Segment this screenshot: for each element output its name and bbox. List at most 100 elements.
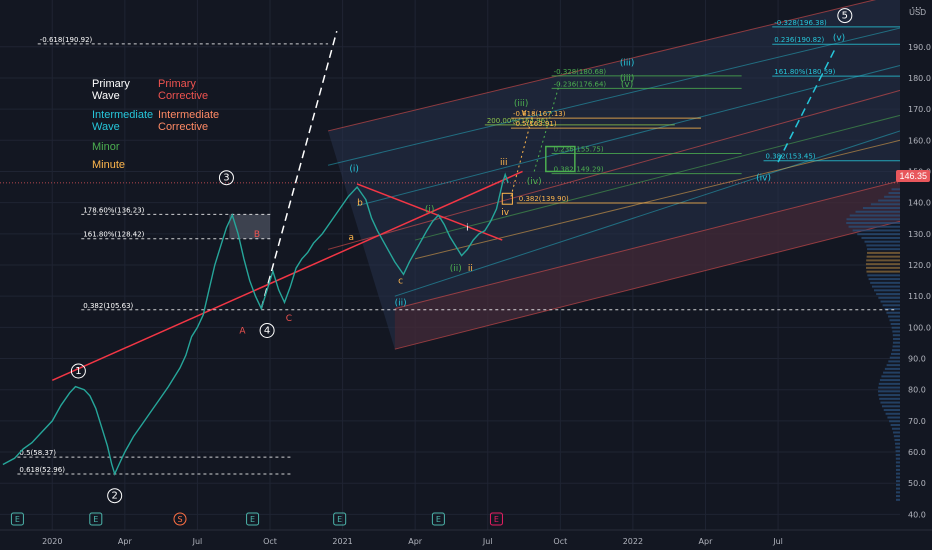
support-trendline: [51, 170, 523, 382]
volume-bar: [865, 263, 900, 266]
y-axis[interactable]: 40.0 50.0 60.0 70.0 80.0 90.0 100.0 110.0 120.0 1…: [900, 0, 932, 550]
y-tick-label: 120.0: [908, 261, 931, 270]
volume-bar: [892, 341, 900, 344]
volume-bar: [846, 221, 900, 224]
volume-bar: [891, 349, 900, 352]
event-marker: [173, 512, 187, 526]
projection-line: [260, 30, 338, 309]
volume-bar: [886, 364, 900, 367]
wave-circle: [259, 322, 275, 338]
volume-bar: [866, 266, 900, 269]
volume-bar: [852, 229, 900, 232]
wave-label: 3: [223, 173, 229, 184]
fib-label: -0.328(180.68): [554, 68, 607, 76]
y-tick-label: 190.0: [908, 43, 931, 52]
y-tick-label: 140.0: [908, 199, 931, 208]
wave-label: ii: [468, 264, 473, 274]
wave-label: 4: [264, 325, 270, 336]
volume-bar: [895, 483, 900, 486]
volume-bar: [867, 274, 900, 277]
price-series[interactable]: [0, 172, 900, 476]
volume-bar: [846, 218, 900, 221]
resistance-trendline: [356, 183, 503, 241]
volume-bar: [894, 438, 900, 441]
volume-bar: [866, 259, 900, 262]
volume-bar: [891, 188, 900, 191]
wave-label: b: [357, 199, 363, 209]
legend-intermediate-corrective: Intermediate Corrective: [158, 109, 220, 133]
legend-intermediate-wave: Intermediate Wave: [92, 109, 154, 133]
wave-label: 5: [842, 11, 848, 22]
volume-bar: [881, 375, 900, 378]
wave-label: (iv): [527, 177, 542, 187]
volume-bar: [884, 367, 900, 370]
volume-bar: [870, 281, 900, 284]
volume-bar: [874, 289, 900, 292]
volume-bar: [878, 296, 900, 299]
channel-fill-lower: [394, 180, 900, 350]
volume-bar: [891, 326, 900, 329]
fib-label: 178.60%(136.23): [83, 206, 144, 214]
more-options-icon[interactable]: ⋯: [911, 2, 922, 14]
fib-label: 161.80%(180.59): [774, 68, 835, 76]
fib-label: -0.618(167.13): [513, 110, 566, 118]
x-tick-label: Apr: [699, 537, 714, 546]
wave-label: a: [349, 233, 355, 243]
volume-bar: [889, 319, 900, 322]
volume-bar: [895, 465, 900, 468]
fib-label: 0.5(58.37): [19, 449, 56, 457]
wave-label: (v): [621, 80, 633, 90]
wave-label: iv: [501, 208, 510, 218]
volume-bar: [895, 450, 900, 453]
last-price-tag: 146.35: [896, 170, 930, 182]
wave-label: v: [521, 108, 527, 118]
volume-bar: [848, 225, 900, 228]
y-tick-label: 110.0: [908, 292, 931, 301]
channel-line: [394, 180, 901, 310]
channel-line: [415, 114, 901, 241]
volume-bar: [888, 192, 900, 195]
wave-circle: [837, 8, 853, 24]
channel-line: [327, 89, 901, 250]
wave-circle: [218, 170, 234, 186]
volume-bar: [892, 334, 900, 337]
volume-bar: [890, 424, 900, 426]
wave-label: (ii): [395, 298, 407, 308]
x-tick-label: Jul: [772, 537, 783, 546]
wave-label: c: [398, 277, 403, 287]
volume-bar: [895, 468, 900, 471]
x-tick-label: Oct: [553, 537, 567, 546]
volume-bar: [895, 495, 900, 498]
channel-line: [415, 139, 901, 260]
volume-bar: [888, 315, 900, 318]
volume-bar: [892, 345, 900, 348]
event-label: E: [436, 515, 441, 524]
fibonacci-levels: -0.618(190.92) 178.60%(136.23) 161.80%(128…: [17, 19, 900, 475]
channel-line: [356, 64, 901, 207]
event-marker: [246, 512, 260, 526]
volume-bar: [849, 214, 900, 217]
wave-label: (ii): [450, 264, 462, 274]
y-tick-label: 80.0: [908, 386, 926, 395]
volume-bar: [893, 435, 900, 438]
event-label: S: [177, 515, 182, 524]
x-tick-label: 2021: [332, 537, 352, 546]
volume-bar: [866, 270, 900, 273]
fib-label: 0.236(155.75): [554, 146, 604, 154]
volume-bar: [879, 379, 900, 382]
x-axis[interactable]: 2020 Apr Jul Oct 2021 Apr Jul Oct 2022 Apr Jul: [0, 529, 932, 550]
volume-bar: [895, 498, 900, 501]
wave-label: 1: [75, 366, 81, 377]
y-tick-label: 90.0: [908, 355, 926, 364]
price-line: [2, 172, 509, 476]
volume-bar: [886, 311, 900, 314]
volume-bar: [888, 360, 900, 363]
trend-channels: [229, 0, 901, 350]
y-tick-label: 160.0: [908, 136, 931, 145]
volume-bar: [895, 457, 900, 460]
y-tick-label: 60.0: [908, 448, 926, 457]
volume-bar: [894, 442, 900, 445]
volume-bar: [867, 248, 900, 251]
